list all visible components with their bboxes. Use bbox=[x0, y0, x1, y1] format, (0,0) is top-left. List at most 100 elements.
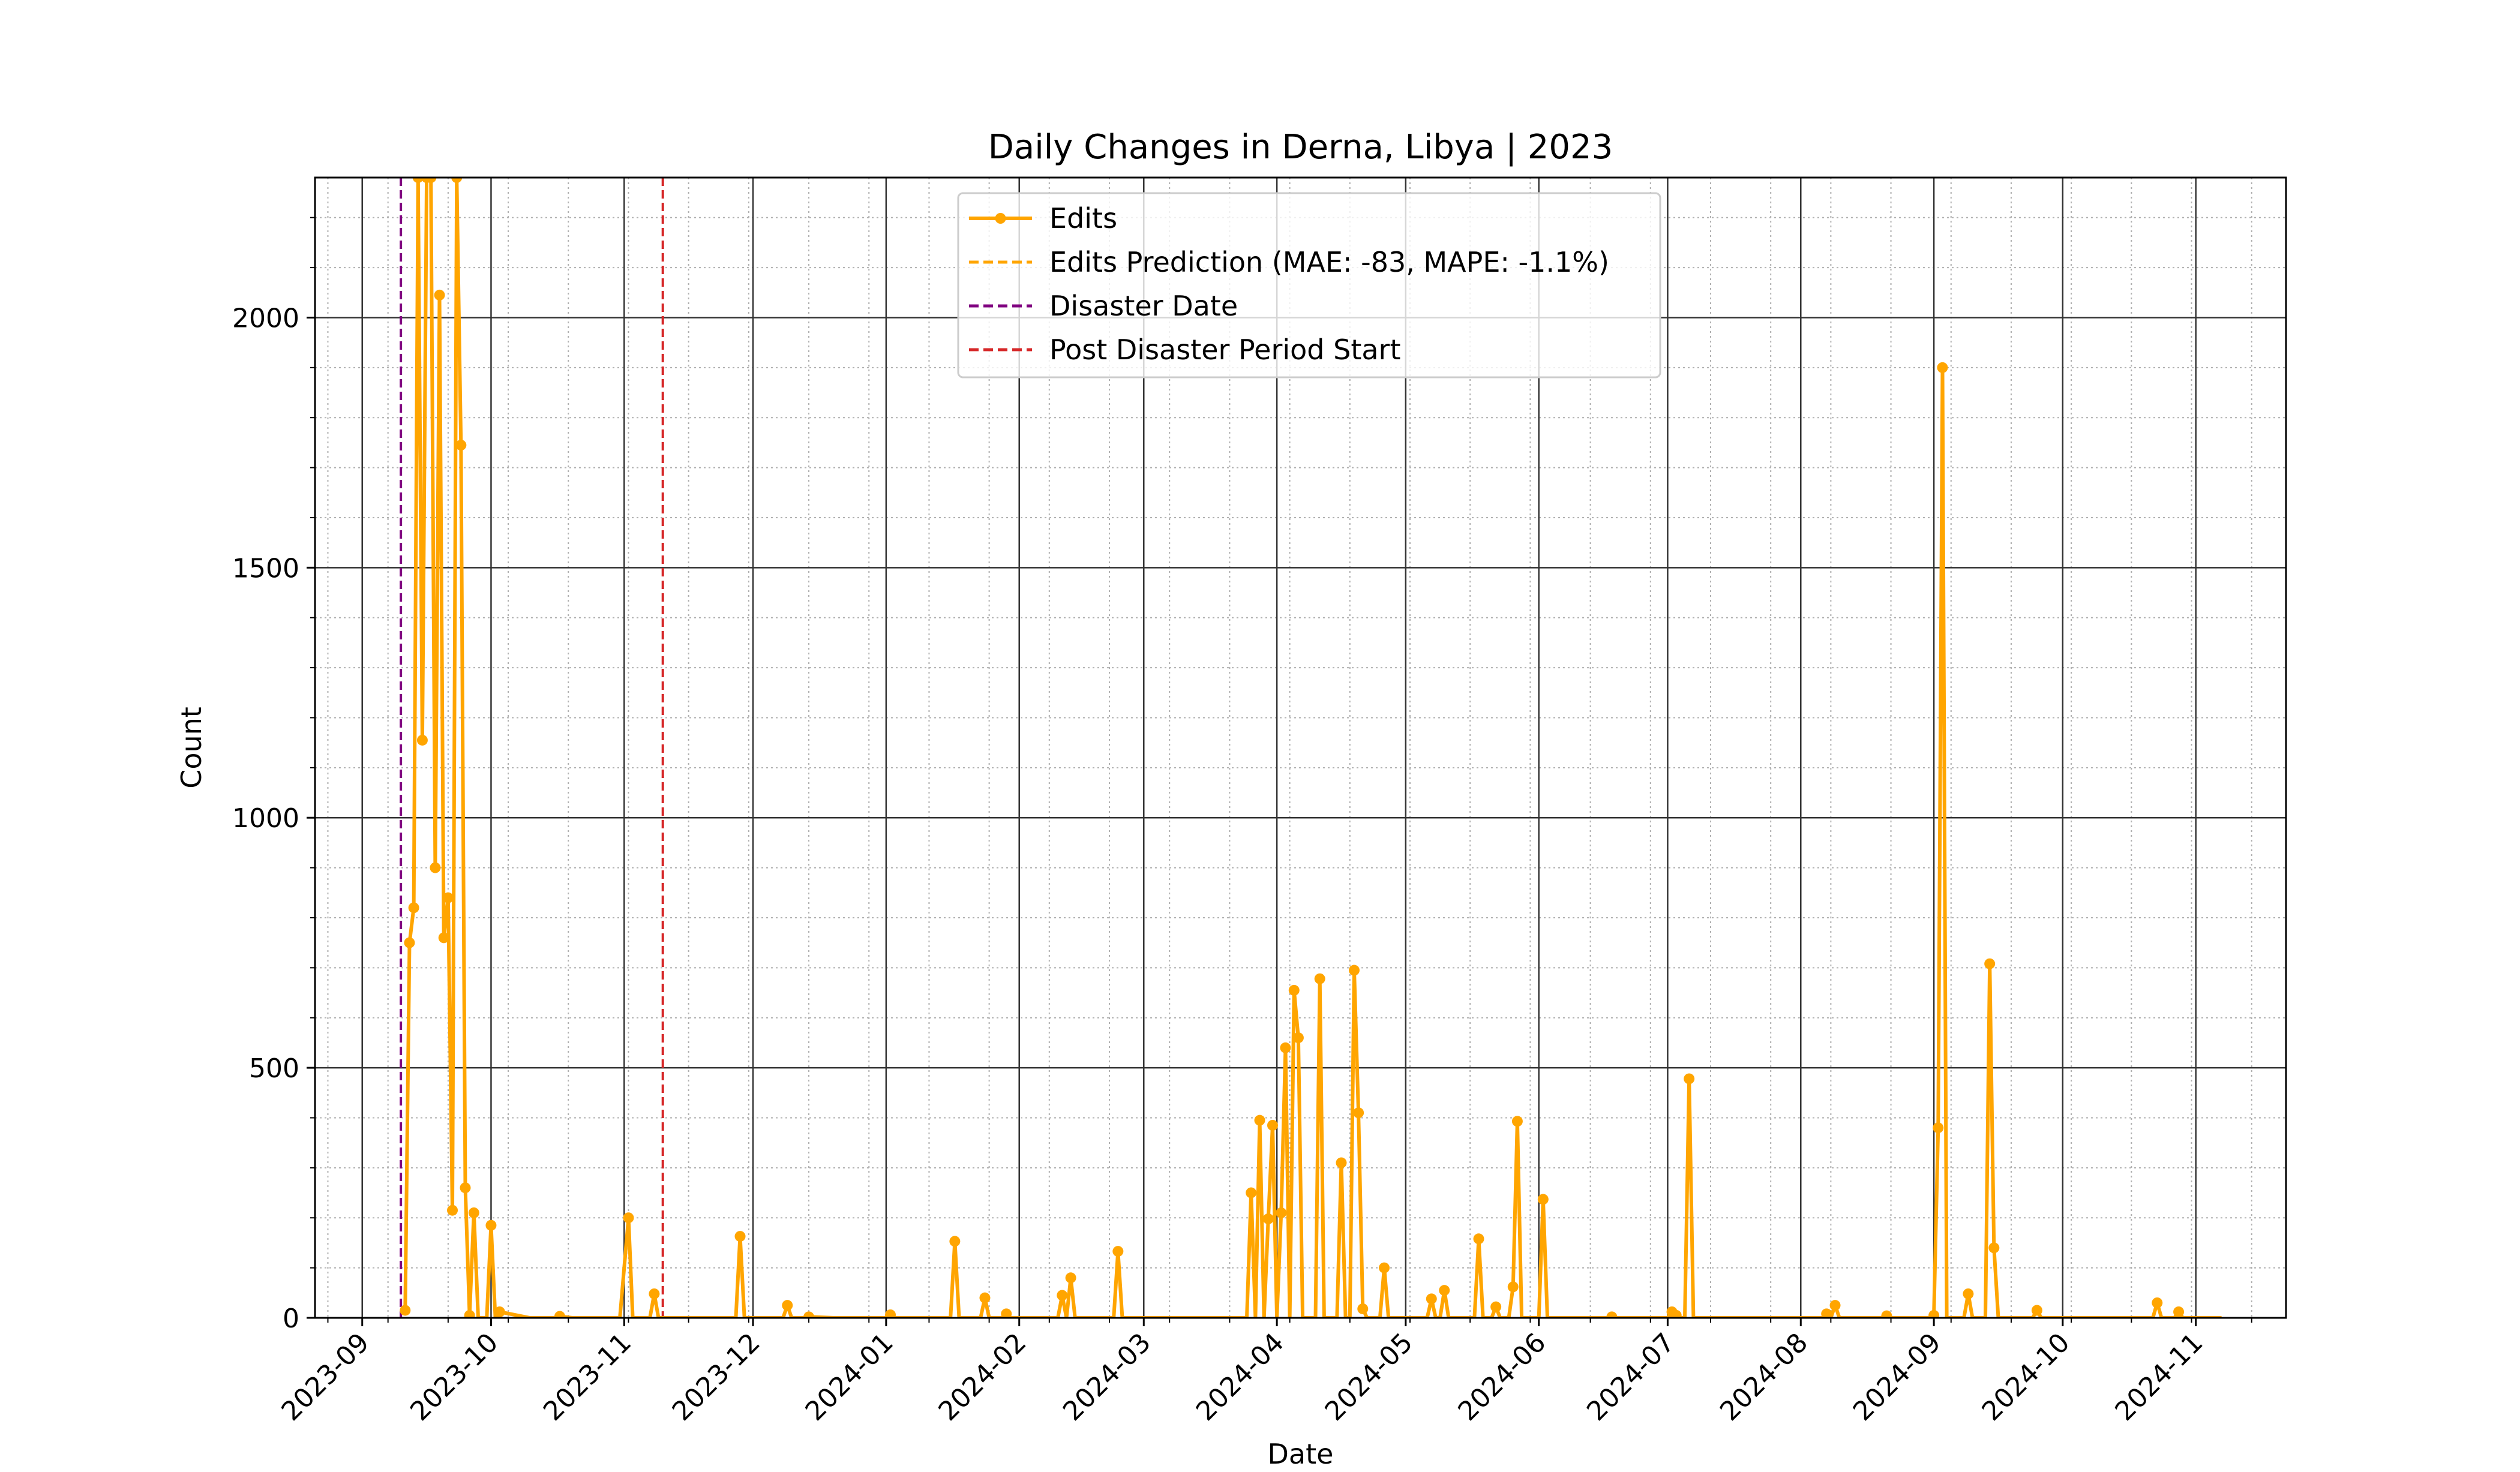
x-tick-label: 2024-10 bbox=[1976, 1327, 2076, 1427]
legend-label: Edits Prediction (MAE: -83, MAPE: -1.1%) bbox=[1049, 246, 1609, 278]
x-tick-label: 2023-10 bbox=[404, 1327, 504, 1427]
edits-data-point bbox=[1490, 1301, 1502, 1312]
edits-data-point bbox=[416, 734, 428, 746]
edits-data-point bbox=[979, 1292, 991, 1303]
edits-data-point bbox=[1670, 1309, 1682, 1318]
legend-box bbox=[957, 192, 1661, 378]
edits-data-point bbox=[468, 1207, 479, 1218]
edits-data-point bbox=[803, 1311, 815, 1318]
edits-data-point bbox=[404, 937, 415, 948]
legend-label: Post Disaster Period Start bbox=[1049, 334, 1401, 366]
edits-data-point bbox=[1829, 1300, 1841, 1311]
edits-data-point bbox=[412, 178, 424, 183]
major-gridlines bbox=[315, 178, 2286, 1318]
edits-data-point bbox=[554, 1311, 565, 1318]
legend-marker bbox=[995, 213, 1006, 224]
series-layer bbox=[400, 178, 2222, 1318]
edits-data-point bbox=[1537, 1194, 1549, 1205]
edits-data-point bbox=[434, 289, 445, 301]
edits-data-point bbox=[447, 1204, 458, 1216]
x-tick-label: 2024-02 bbox=[932, 1327, 1032, 1427]
x-tick-label: 2024-09 bbox=[1847, 1327, 1947, 1427]
x-tick-label: 2024-07 bbox=[1581, 1327, 1681, 1427]
edits-data-point bbox=[1473, 1233, 1484, 1245]
edits-data-point bbox=[494, 1306, 505, 1317]
edits-data-point bbox=[1937, 362, 1948, 373]
edits-data-point bbox=[455, 440, 467, 451]
edits-data-point bbox=[1288, 984, 1300, 996]
y-axis: 0 500 1000 1500 2000 bbox=[232, 217, 315, 1334]
edits-data-point bbox=[1379, 1262, 1390, 1273]
edits-data-point bbox=[2152, 1297, 2163, 1308]
edits-data-point bbox=[2173, 1306, 2185, 1317]
edits-data-point bbox=[1001, 1308, 1012, 1318]
x-tick-label: 2023-12 bbox=[667, 1327, 766, 1427]
edits-data-point bbox=[1606, 1311, 1618, 1318]
chart-title: Daily Changes in Derna, Libya | 2023 bbox=[988, 128, 1613, 167]
x-tick-label: 2024-03 bbox=[1057, 1327, 1157, 1427]
edits-data-point bbox=[460, 1182, 471, 1194]
edits-data-point bbox=[464, 1309, 475, 1318]
x-tick-label: 2023-09 bbox=[275, 1327, 375, 1427]
edits-data-point bbox=[451, 178, 463, 183]
edits-data-point bbox=[623, 1212, 634, 1224]
edits-data-point bbox=[1353, 1107, 1364, 1119]
edits-data-point bbox=[1348, 965, 1360, 976]
edits-data-point bbox=[1276, 1207, 1287, 1218]
edits-data-point bbox=[885, 1309, 896, 1318]
edits-data-point bbox=[1267, 1119, 1278, 1131]
edits-data-point bbox=[734, 1231, 746, 1242]
x-tick-label: 2024-01 bbox=[800, 1327, 899, 1427]
edits-data-point bbox=[408, 902, 419, 914]
edits-data-point bbox=[1262, 1213, 1274, 1224]
edits-data-point bbox=[485, 1219, 497, 1231]
edits-data-point bbox=[430, 862, 441, 873]
legend-label: Disaster Date bbox=[1049, 290, 1238, 322]
edits-data-point bbox=[1246, 1187, 1257, 1198]
edits-data-point bbox=[949, 1236, 961, 1247]
edits-data-point bbox=[425, 178, 437, 183]
edits-data-point bbox=[1065, 1272, 1076, 1284]
y-tick-label: 0 bbox=[283, 1303, 299, 1334]
edits-data-point bbox=[1314, 973, 1325, 984]
edits-data-point bbox=[1280, 1042, 1291, 1053]
edits-data-point bbox=[1881, 1310, 1892, 1318]
edits-data-point bbox=[400, 1305, 411, 1316]
edits-data-point bbox=[782, 1300, 793, 1311]
y-axis-label: Count bbox=[175, 707, 208, 789]
edits-data-point bbox=[1439, 1285, 1450, 1296]
edits-data-point bbox=[1507, 1281, 1519, 1293]
plot-frame bbox=[314, 176, 2287, 1319]
edits-data-point bbox=[1254, 1114, 1265, 1126]
edits-data-point bbox=[649, 1288, 660, 1299]
edits-data-point bbox=[1963, 1288, 1974, 1299]
edits-data-point bbox=[1357, 1303, 1369, 1314]
edits-data-point bbox=[1821, 1308, 1832, 1318]
edits-data-point bbox=[1988, 1242, 2000, 1254]
x-tick-label: 2024-05 bbox=[1319, 1327, 1419, 1427]
legend-label: Edits bbox=[1049, 202, 1117, 235]
y-tick-label: 2000 bbox=[232, 303, 299, 334]
edits-data-point bbox=[438, 932, 449, 944]
legend: Edits Edits Prediction (MAE: -83, MAPE: -… bbox=[957, 192, 1661, 378]
edits-data-point bbox=[1511, 1116, 1523, 1127]
edits-data-point bbox=[1984, 958, 1996, 969]
y-tick-label: 1000 bbox=[232, 803, 299, 834]
edits-data-point bbox=[1057, 1290, 1068, 1301]
edits-data-point bbox=[1928, 1309, 1940, 1318]
x-tick-label: 2024-08 bbox=[1714, 1327, 1814, 1427]
edits-data-point bbox=[442, 892, 454, 903]
edits-data-point bbox=[1933, 1122, 1944, 1134]
y-tick-label: 500 bbox=[249, 1053, 299, 1084]
edits-data-point bbox=[1292, 1032, 1304, 1044]
x-axis-label: Date bbox=[1268, 1438, 1334, 1470]
edits-data-point bbox=[1112, 1246, 1124, 1257]
reference-lines bbox=[400, 178, 664, 1318]
edits-data-point bbox=[1426, 1293, 1437, 1305]
edits-data-point bbox=[2031, 1305, 2042, 1316]
x-tick-label: 2024-06 bbox=[1452, 1327, 1552, 1427]
x-axis: 2023-09 2023-10 2023-11 2023-12 2024-01 2024-… bbox=[275, 1318, 2252, 1427]
edits-data-point bbox=[1336, 1157, 1347, 1168]
